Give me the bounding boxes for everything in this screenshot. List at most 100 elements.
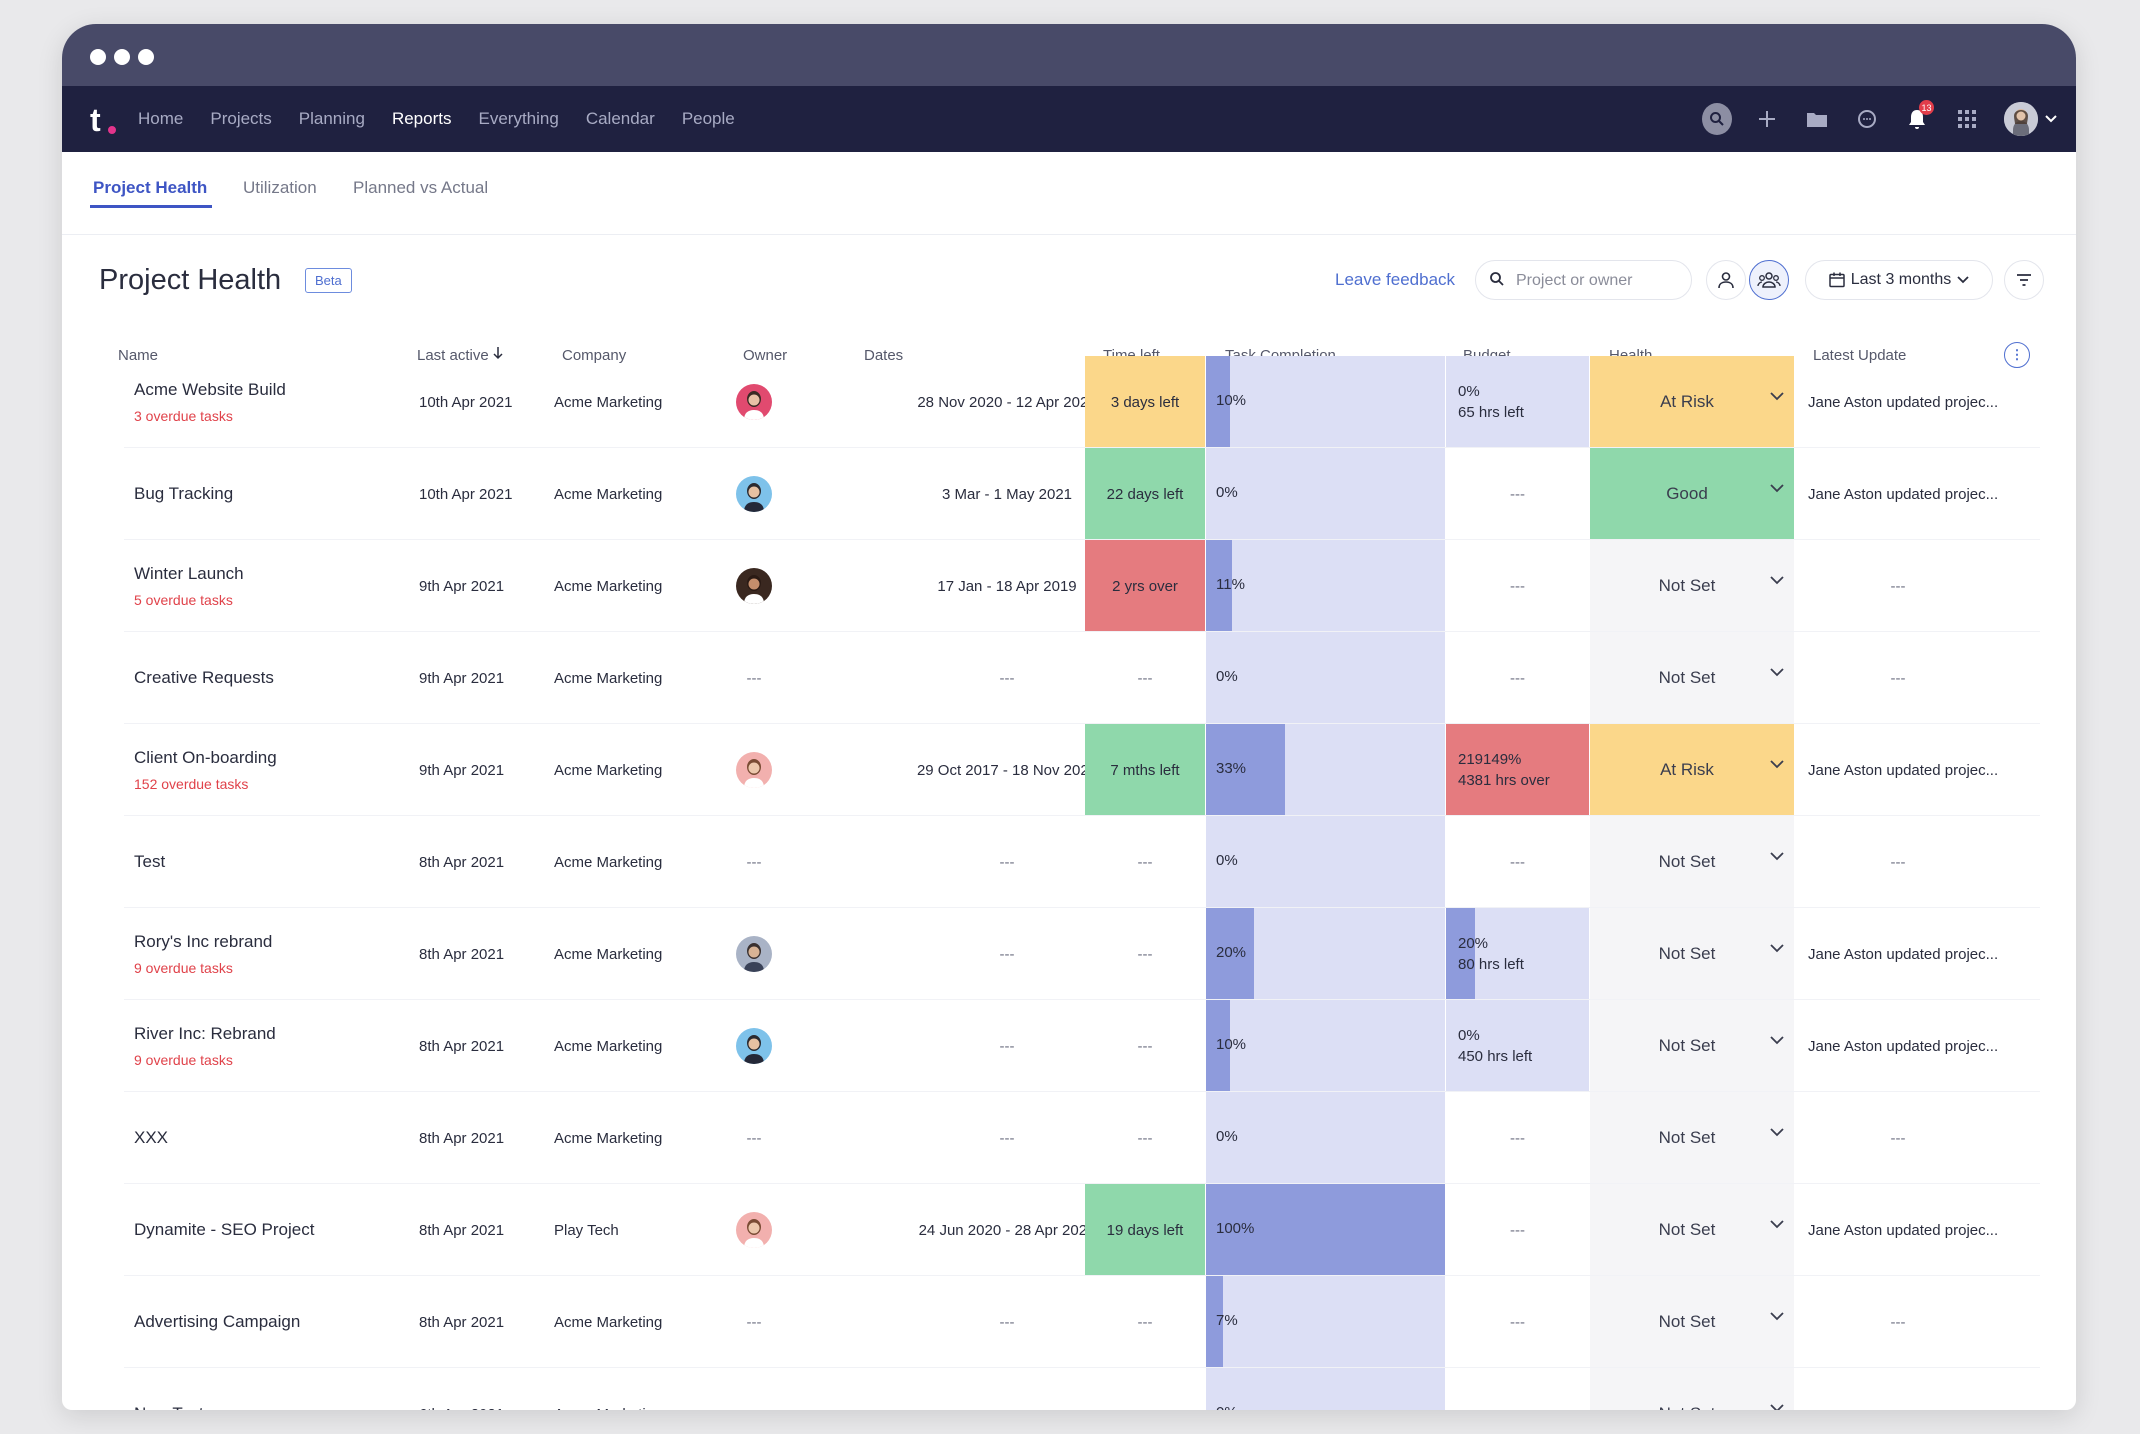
- table-row[interactable]: XXX 8th Apr 2021 Acme Marketing --- --- --- 0%…: [62, 1092, 2076, 1184]
- project-name[interactable]: Advertising Campaign: [134, 1312, 301, 1331]
- user-avatar[interactable]: [2004, 102, 2038, 136]
- latest-update-value[interactable]: Jane Aston updated projec...: [1808, 1221, 1999, 1239]
- overdue-tasks[interactable]: 9 overdue tasks: [134, 960, 233, 976]
- nav-link-calendar[interactable]: Calendar: [585, 109, 655, 128]
- latest-update-cell[interactable]: ---: [1808, 1276, 1988, 1368]
- latest-update-value[interactable]: ---: [1890, 853, 1906, 871]
- owner-avatar[interactable]: [736, 752, 772, 788]
- health-select[interactable]: At Risk: [1590, 356, 1794, 448]
- table-row[interactable]: Test 8th Apr 2021 Acme Marketing --- --- --- 0…: [62, 816, 2076, 908]
- project-name[interactable]: Test: [134, 852, 166, 871]
- filter-button[interactable]: [2004, 260, 2044, 300]
- latest-update-value[interactable]: Jane Aston updated projec...: [1808, 761, 1999, 779]
- health-select[interactable]: Not Set: [1590, 816, 1794, 908]
- project-name-cell[interactable]: Advertising Campaign: [134, 1276, 434, 1368]
- window-control-dot[interactable]: [114, 49, 130, 65]
- latest-update-value[interactable]: Jane Aston updated projec...: [1808, 485, 1999, 503]
- project-name[interactable]: XXX: [134, 1128, 169, 1147]
- latest-update-cell[interactable]: Jane Aston updated projec...: [1808, 1000, 2023, 1092]
- app-logo[interactable]: t: [88, 104, 118, 136]
- search-icon[interactable]: [1702, 103, 1732, 135]
- search-field[interactable]: [1475, 260, 1692, 301]
- nav-link-reports[interactable]: Reports: [391, 109, 452, 128]
- table-row[interactable]: Rory's Inc rebrand 9 overdue tasks 8th Apr…: [62, 908, 2076, 1000]
- latest-update-cell[interactable]: Jane Aston updated projec...: [1808, 724, 2023, 816]
- table-row[interactable]: Bug Tracking 10th Apr 2021 Acme Marketing 3…: [62, 448, 2076, 540]
- nav-link-home[interactable]: Home: [138, 109, 184, 128]
- search-input[interactable]: [1514, 261, 1688, 301]
- column-header-dates[interactable]: Dates: [864, 347, 904, 364]
- bell-icon[interactable]: 13: [1902, 100, 1934, 134]
- column-header-owner[interactable]: Owner: [743, 347, 788, 364]
- chevron-down-icon[interactable]: [2044, 104, 2058, 134]
- latest-update-value[interactable]: Jane Aston updated projec...: [1808, 1037, 1999, 1055]
- chat-icon[interactable]: [1852, 104, 1882, 134]
- project-name[interactable]: River Inc: Rebrand: [134, 1024, 276, 1043]
- latest-update-value[interactable]: ---: [1890, 669, 1906, 687]
- window-control-dot[interactable]: [90, 49, 106, 65]
- project-name-cell[interactable]: New Test: [134, 1368, 434, 1410]
- health-select[interactable]: Not Set: [1590, 908, 1794, 1000]
- latest-update-value[interactable]: ---: [1890, 1129, 1906, 1147]
- project-name-cell[interactable]: Test: [134, 816, 434, 908]
- column-header-name[interactable]: Name: [118, 347, 159, 364]
- project-name[interactable]: Bug Tracking: [134, 484, 234, 503]
- info-icon[interactable]: ⋮: [2004, 342, 2030, 368]
- tab-project-health[interactable]: Project Health: [93, 178, 208, 197]
- table-row[interactable]: Dynamite - SEO Project 8th Apr 2021 Play T…: [62, 1184, 2076, 1276]
- leave-feedback-link[interactable]: Leave feedback: [1335, 270, 1456, 289]
- owner-avatar[interactable]: [736, 384, 772, 420]
- latest-update-cell[interactable]: Jane Aston updated projec...: [1808, 1184, 2023, 1276]
- plus-icon[interactable]: [1752, 104, 1782, 134]
- window-control-dot[interactable]: [138, 49, 154, 65]
- owner-avatar[interactable]: [736, 568, 772, 604]
- latest-update-value[interactable]: Jane Aston updated projec...: [1808, 945, 1999, 963]
- latest-update-cell[interactable]: Jane Aston updated projec...: [1808, 356, 2023, 448]
- project-name-cell[interactable]: Acme Website Build 3 overdue tasks: [134, 356, 434, 448]
- project-name[interactable]: Winter Launch: [134, 564, 244, 583]
- nav-link-people[interactable]: People: [681, 109, 735, 128]
- project-name[interactable]: Dynamite - SEO Project: [134, 1220, 315, 1239]
- date-range-select[interactable]: Last 3 months: [1805, 260, 1993, 300]
- nav-link-everything[interactable]: Everything: [478, 109, 559, 128]
- column-header-last-active[interactable]: Last active: [417, 347, 503, 364]
- overdue-tasks[interactable]: 5 overdue tasks: [134, 592, 233, 608]
- latest-update-cell[interactable]: ---: [1808, 1092, 1988, 1184]
- health-select[interactable]: At Risk: [1590, 724, 1794, 816]
- health-select[interactable]: Not Set: [1590, 540, 1794, 632]
- all-projects-toggle[interactable]: [1749, 260, 1789, 300]
- health-select[interactable]: Not Set: [1590, 1184, 1794, 1276]
- overdue-tasks[interactable]: 152 overdue tasks: [134, 776, 249, 792]
- column-header-latest-update[interactable]: Latest Update: [1813, 347, 1907, 364]
- project-name[interactable]: Client On-boarding: [134, 748, 277, 767]
- latest-update-cell[interactable]: ---: [1808, 816, 1988, 908]
- project-name[interactable]: Acme Website Build: [134, 380, 286, 399]
- table-row[interactable]: River Inc: Rebrand 9 overdue tasks 8th Apr…: [62, 1000, 2076, 1092]
- latest-update-cell[interactable]: ---: [1808, 540, 1988, 632]
- project-name-cell[interactable]: Rory's Inc rebrand 9 overdue tasks: [134, 908, 434, 1000]
- latest-update-value[interactable]: Jane Aston updated projec...: [1808, 393, 1999, 411]
- overdue-tasks[interactable]: 3 overdue tasks: [134, 408, 233, 424]
- health-select[interactable]: Not Set: [1590, 1092, 1794, 1184]
- table-row[interactable]: Client On-boarding 152 overdue tasks 9th A…: [62, 724, 2076, 816]
- health-select[interactable]: Good: [1590, 448, 1794, 540]
- project-name-cell[interactable]: Dynamite - SEO Project: [134, 1184, 434, 1276]
- project-name-cell[interactable]: River Inc: Rebrand 9 overdue tasks: [134, 1000, 434, 1092]
- latest-update-value[interactable]: ---: [1890, 577, 1906, 595]
- owner-avatar[interactable]: [736, 476, 772, 512]
- apps-grid-icon[interactable]: [1952, 104, 1982, 134]
- project-name[interactable]: Rory's Inc rebrand: [134, 932, 273, 951]
- project-name-cell[interactable]: Winter Launch 5 overdue tasks: [134, 540, 434, 632]
- overdue-tasks[interactable]: 9 overdue tasks: [134, 1052, 233, 1068]
- column-header-company[interactable]: Company: [562, 347, 627, 364]
- project-name[interactable]: New Test: [134, 1404, 204, 1410]
- tab-planned-vs-actual[interactable]: Planned vs Actual: [353, 178, 489, 197]
- project-name-cell[interactable]: Bug Tracking: [134, 448, 434, 540]
- owner-avatar[interactable]: [736, 1028, 772, 1064]
- latest-update-cell[interactable]: Jane Aston updated projec...: [1808, 448, 2023, 540]
- latest-update-value[interactable]: ---: [1890, 1313, 1906, 1331]
- latest-update-cell[interactable]: ---: [1808, 632, 1988, 724]
- latest-update-value[interactable]: ---: [1891, 1406, 1906, 1411]
- project-name-cell[interactable]: Creative Requests: [134, 632, 434, 724]
- latest-update-cell[interactable]: Jane Aston updated projec...: [1808, 908, 2023, 1000]
